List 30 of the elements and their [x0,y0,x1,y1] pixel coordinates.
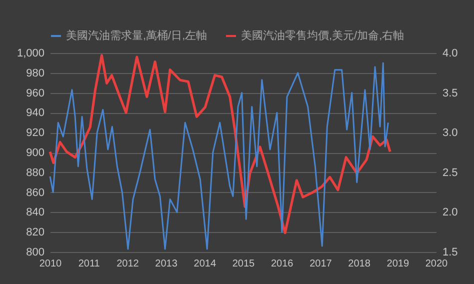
y-tick-label: 880 [26,166,44,179]
y2-tick-label: 3.5 [442,87,458,100]
y-tick-label: 860 [26,186,44,199]
x-tick-label: 2016 [270,258,294,270]
legend-label: 美國汽油零售均價,美元/加侖,右軸 [241,29,404,42]
y-tick-label: 960 [26,87,44,100]
x-tick-label: 2018 [348,258,371,270]
y-tick-label: 1,000 [16,48,44,60]
x-tick-label: 2010 [39,258,62,270]
x-tick-label: 2012 [116,258,140,270]
y-tick-label: 820 [26,226,44,239]
y2-tick-label: 4.0 [442,48,458,60]
y-tick-label: 900 [26,147,44,159]
y2-tick-label: 1.5 [442,246,458,258]
x-tick-label: 2015 [232,258,256,270]
y-tick-label: 940 [26,107,44,120]
x-tick-label: 2017 [310,258,332,270]
x-tick-label: 2020 [425,258,448,270]
legend-label: 美國汽油需求量,萬桶/日,左軸 [66,29,208,42]
y-tick-label: 980 [26,67,44,80]
y-tick-label: 800 [26,246,44,258]
x-tick-label: 2013 [155,258,178,270]
y2-tick-label: 2.0 [442,206,458,219]
y2-tick-label: 2.5 [442,166,458,179]
x-tick-label: 2011 [78,258,100,270]
x-tick-label: 2014 [194,258,216,270]
y-tick-label: 840 [26,206,44,219]
y2-tick-label: 3.0 [442,127,458,140]
y-tick-label: 920 [26,127,44,140]
x-tick-label: 2019 [386,258,410,270]
